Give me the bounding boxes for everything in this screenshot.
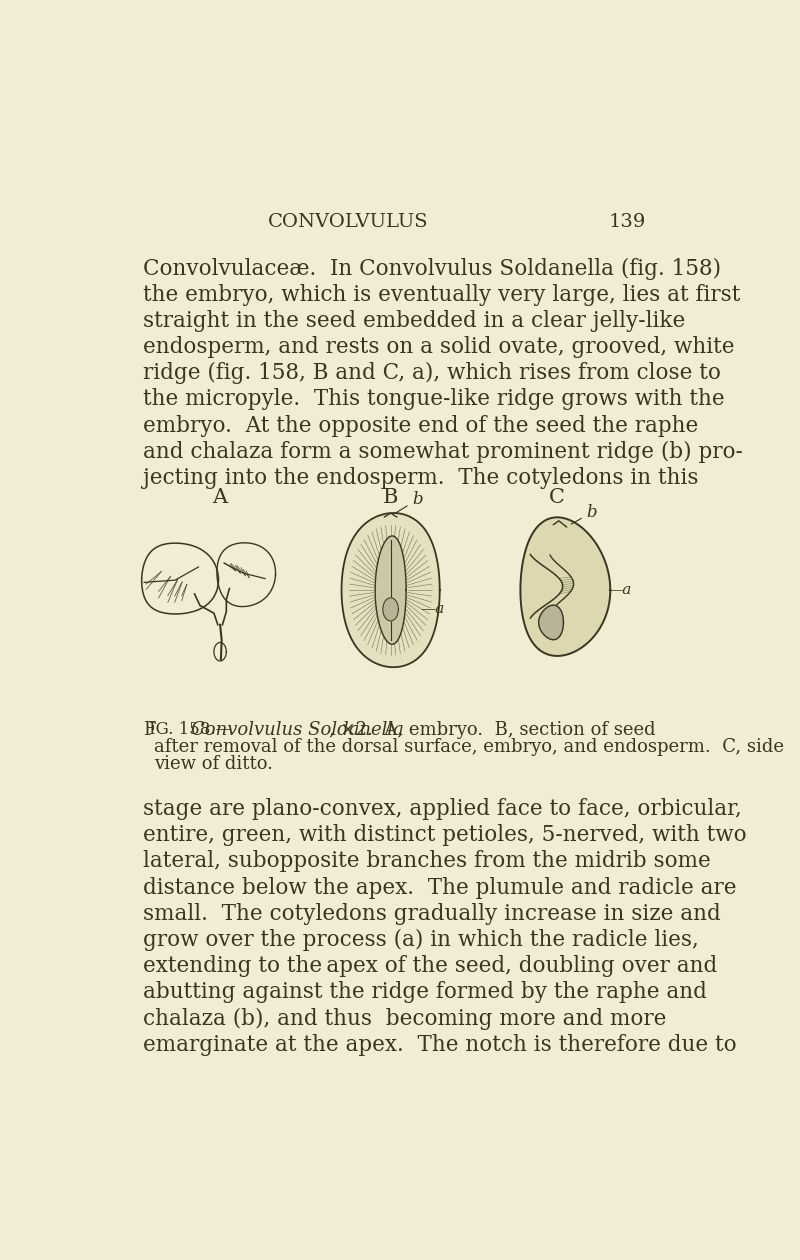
Text: abutting against the ridge formed by the raphe and: abutting against the ridge formed by the… (142, 982, 706, 1003)
Text: after removal of the dorsal surface, embryo, and endosperm.  C, side: after removal of the dorsal surface, emb… (154, 738, 784, 756)
Polygon shape (538, 605, 563, 640)
Text: F: F (142, 721, 155, 740)
Text: b: b (395, 491, 423, 513)
Text: jecting into the endosperm.  The cotyledons in this: jecting into the endosperm. The cotyledo… (142, 467, 698, 489)
Text: distance below the apex.  The plumule and radicle are: distance below the apex. The plumule and… (142, 877, 736, 898)
Text: b: b (571, 504, 598, 524)
Text: —a: —a (409, 602, 445, 616)
Text: emarginate at the apex.  The notch is therefore due to: emarginate at the apex. The notch is the… (142, 1033, 736, 1056)
Text: B: B (383, 488, 398, 508)
Text: lateral, subopposite branches from the midrib some: lateral, subopposite branches from the m… (142, 850, 710, 872)
Text: small.  The cotyledons gradually increase in size and: small. The cotyledons gradually increase… (142, 902, 720, 925)
Polygon shape (383, 597, 398, 621)
Text: and chalaza form a somewhat prominent ridge (b) pro-: and chalaza form a somewhat prominent ri… (142, 441, 742, 462)
Text: A: A (213, 488, 228, 508)
Text: extending to the apex of the seed, doubling over and: extending to the apex of the seed, doubl… (142, 955, 717, 977)
Text: CONVOLVULUS: CONVOLVULUS (268, 213, 428, 231)
Text: embryo.  At the opposite end of the seed the raphe: embryo. At the opposite end of the seed … (142, 415, 698, 436)
Text: entire, green, with distinct petioles, 5-nerved, with two: entire, green, with distinct petioles, 5… (142, 824, 746, 847)
Text: view of ditto.: view of ditto. (154, 755, 274, 772)
Text: grow over the process (a) in which the radicle lies,: grow over the process (a) in which the r… (142, 929, 698, 951)
Text: , ×2.  A, embryo.  B, section of seed: , ×2. A, embryo. B, section of seed (329, 721, 655, 740)
Polygon shape (217, 543, 275, 606)
Text: straight in the seed embedded in a clear jelly-like: straight in the seed embedded in a clear… (142, 310, 685, 331)
Text: endosperm, and rests on a solid ovate, grooved, white: endosperm, and rests on a solid ovate, g… (142, 336, 734, 358)
Text: chalaza (b), and thus  becoming more and more: chalaza (b), and thus becoming more and … (142, 1008, 666, 1029)
Polygon shape (375, 536, 406, 644)
Text: the micropyle.  This tongue-like ridge grows with the: the micropyle. This tongue-like ridge gr… (142, 388, 724, 411)
Text: —a: —a (600, 583, 632, 597)
Polygon shape (142, 543, 218, 614)
Text: IG. 158.—: IG. 158.— (149, 721, 232, 738)
Text: C: C (550, 488, 565, 508)
Polygon shape (520, 518, 610, 656)
Polygon shape (214, 643, 226, 662)
Text: stage are plano-convex, applied face to face, orbicular,: stage are plano-convex, applied face to … (142, 798, 742, 820)
Text: the embryo, which is eventually very large, lies at first: the embryo, which is eventually very lar… (142, 284, 740, 306)
Text: ridge (fig. 158, B and C, a), which rises from close to: ridge (fig. 158, B and C, a), which rise… (142, 362, 721, 384)
Polygon shape (342, 513, 440, 668)
Text: Convolvulus Soldanella: Convolvulus Soldanella (190, 721, 403, 740)
Text: Convolvulaceæ.  In Convolvulus Soldanella (fig. 158): Convolvulaceæ. In Convolvulus Soldanella… (142, 257, 721, 280)
Text: 139: 139 (608, 213, 646, 231)
